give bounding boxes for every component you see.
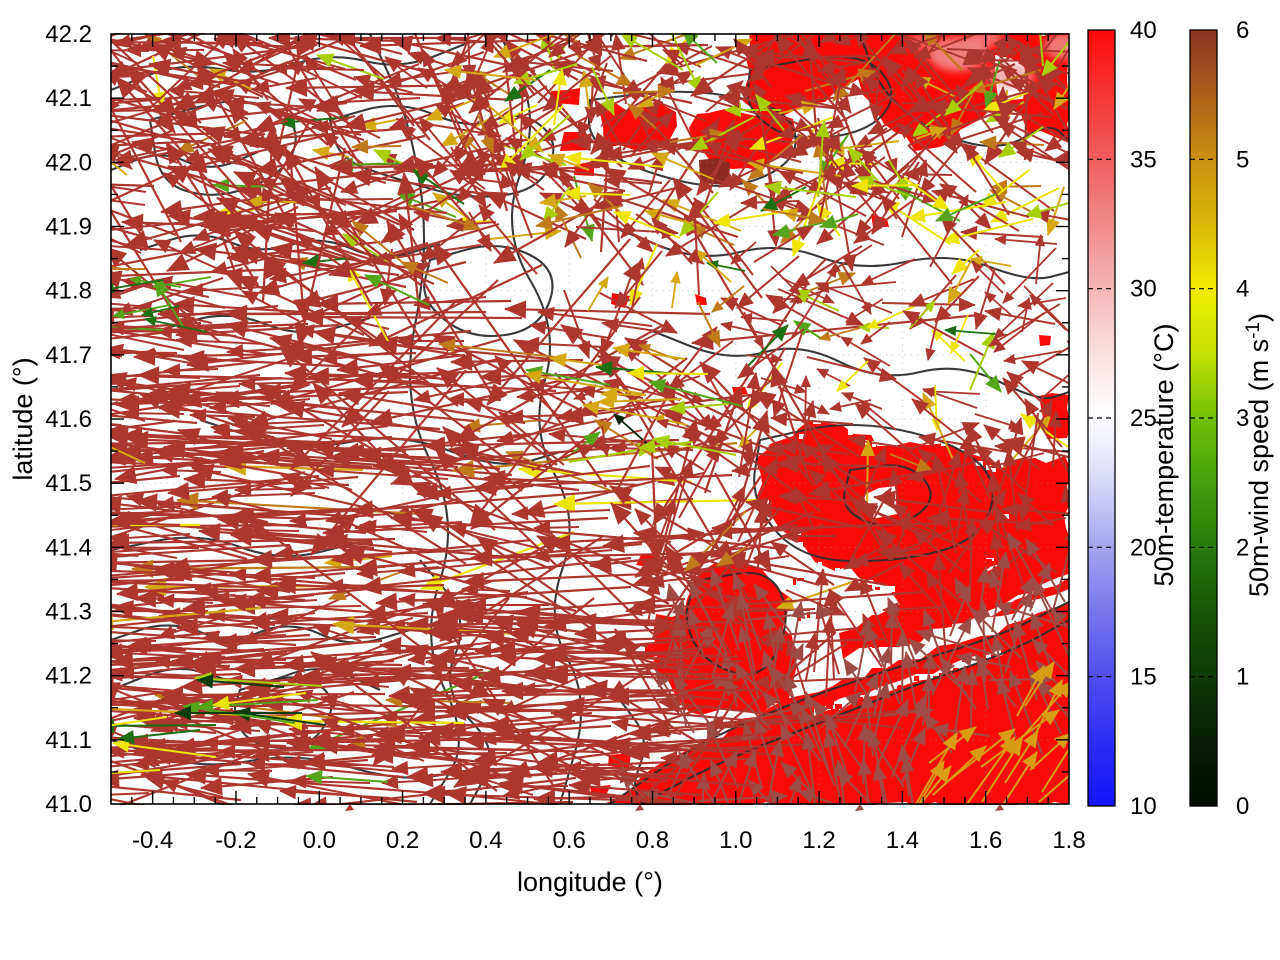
svg-text:0: 0 [1236, 793, 1249, 820]
svg-text:41.0: 41.0 [45, 791, 92, 818]
svg-text:41.3: 41.3 [45, 599, 92, 626]
svg-text:20: 20 [1130, 534, 1157, 561]
svg-text:1.0: 1.0 [719, 827, 752, 854]
svg-text:1.4: 1.4 [886, 827, 919, 854]
svg-text:10: 10 [1130, 793, 1157, 820]
svg-text:0.6: 0.6 [552, 827, 585, 854]
svg-text:30: 30 [1130, 276, 1157, 303]
svg-text:latitude (°): latitude (°) [8, 357, 38, 480]
svg-text:3: 3 [1236, 405, 1249, 432]
svg-text:50m-wind speed (m s-1): 50m-wind speed (m s-1) [1243, 313, 1274, 597]
svg-text:50m-temperature (°C): 50m-temperature (°C) [1149, 324, 1179, 587]
svg-text:41.6: 41.6 [45, 406, 92, 433]
svg-text:-0.4: -0.4 [132, 827, 173, 854]
svg-text:1.6: 1.6 [969, 827, 1002, 854]
svg-text:0.4: 0.4 [469, 827, 502, 854]
svg-text:42.1: 42.1 [45, 85, 92, 112]
svg-text:25: 25 [1130, 405, 1157, 432]
svg-text:40: 40 [1130, 17, 1157, 44]
svg-text:1.8: 1.8 [1052, 827, 1085, 854]
svg-text:15: 15 [1130, 664, 1157, 691]
svg-text:41.8: 41.8 [45, 278, 92, 305]
svg-text:41.9: 41.9 [45, 214, 92, 241]
svg-text:41.4: 41.4 [45, 534, 92, 561]
svg-text:longitude (°): longitude (°) [517, 867, 663, 897]
svg-text:0.0: 0.0 [303, 827, 336, 854]
svg-text:1: 1 [1236, 664, 1249, 691]
svg-text:42.2: 42.2 [45, 21, 92, 48]
svg-text:2: 2 [1236, 534, 1249, 561]
svg-text:41.1: 41.1 [45, 727, 92, 754]
svg-text:-0.2: -0.2 [215, 827, 256, 854]
svg-text:4: 4 [1236, 276, 1249, 303]
svg-text:0.2: 0.2 [386, 827, 419, 854]
svg-text:41.2: 41.2 [45, 663, 92, 690]
svg-text:42.0: 42.0 [45, 149, 92, 176]
svg-text:41.5: 41.5 [45, 470, 92, 497]
svg-text:0.8: 0.8 [636, 827, 669, 854]
svg-text:35: 35 [1130, 146, 1157, 173]
svg-text:1.2: 1.2 [802, 827, 835, 854]
svg-text:6: 6 [1236, 17, 1249, 44]
svg-text:5: 5 [1236, 146, 1249, 173]
svg-text:41.7: 41.7 [45, 342, 92, 369]
